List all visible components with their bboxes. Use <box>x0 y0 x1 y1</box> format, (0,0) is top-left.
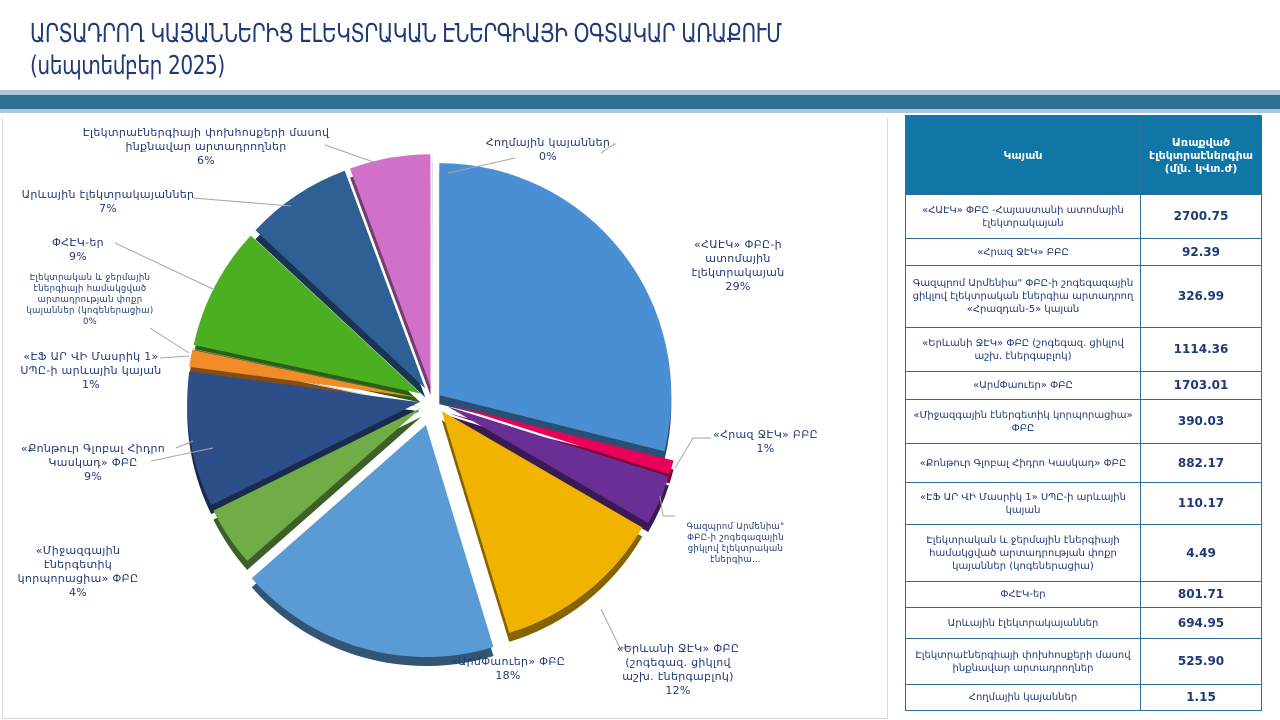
station-name: «ԱրմՓաուեր» ՓԲԸ <box>905 371 1141 400</box>
title-line-2: (սեպտեմբեր 2025) <box>30 51 225 81</box>
station-name: «Միջազգային էներգետիկ կորպորացիա» ՓԲԸ <box>905 399 1141 444</box>
energy-value: 1.15 <box>1140 684 1262 711</box>
station-name: Գազպրոմ Արմենիա" ՓԲԸ-ի շոգեգազային ցիկլո… <box>905 265 1141 328</box>
station-name: «Հրազ ՋԷԿ» ԲԲԸ <box>905 238 1141 266</box>
station-name: Արևային էլեկտրակայաններ <box>905 607 1141 639</box>
label-armpower: «ԱրմՓաուեր» ՓԲԸ 18% <box>450 655 566 682</box>
station-name: «Երևանի ՋԷԿ» ՓԲԸ (շոգեգազ. ցիկլով աշխ. է… <box>905 327 1141 372</box>
table-row: Արևային էլեկտրակայաններ 694.95 <box>905 607 1262 639</box>
table-header-row: Կայան Առաքված էլեկտրաէներգիա (մլն. կՎտ.ժ… <box>905 115 1262 195</box>
station-name: ՓՀԷԿ-եր <box>905 581 1141 608</box>
pie-slice <box>192 348 420 398</box>
pie-svg <box>114 143 711 667</box>
pie-slice-depth <box>447 415 669 533</box>
label-cogeneration: Էլեկտրական և ջերմային էներգիայի համակցվա… <box>26 273 154 327</box>
energy-value: 390.03 <box>1140 399 1262 444</box>
label-gazprom: Գազպրոմ Արմենիա" ՓԲԸ-ի շոգեգազային ցիկլո… <box>686 522 785 565</box>
energy-value: 525.90 <box>1140 638 1262 685</box>
table-row: «Երևանի ՋԷԿ» ՓԲԸ (շոգեգազ. ցիկլով աշխ. է… <box>905 327 1262 372</box>
table-row: «Քոնթուր Գլոբալ Հիդրո Կասկադ» ՓԲԸ 882.17 <box>905 443 1262 483</box>
pie-slice <box>187 371 420 506</box>
data-table: Կայան Առաքված էլեկտրաէներգիա (մլն. կՎտ.ժ… <box>905 115 1262 711</box>
label-autonomous: Էլեկտրաէներգիայի փոխհոսքերի մասով ինքնավ… <box>82 126 330 167</box>
label-phek: ՓՀԷԿ-եր 9% <box>52 236 104 263</box>
pie-slice <box>439 163 672 452</box>
pie-chart: Էլեկտրաէներգիայի փոխհոսքերի մասով ինքնավ… <box>2 118 888 719</box>
pie-slice <box>213 407 422 562</box>
energy-value: 801.71 <box>1140 581 1262 608</box>
table-row: «Հրազ ՋԷԿ» ԲԲԸ 92.39 <box>905 238 1262 266</box>
energy-value: 2700.75 <box>1140 194 1262 239</box>
pie-slice <box>251 425 494 658</box>
leader-lines <box>114 143 711 649</box>
label-wind: Հողմային կայաններ 0% <box>485 136 611 163</box>
table-row: Էլեկտրական և ջերմային էներգիայի համակցվա… <box>905 524 1262 582</box>
pie-slice <box>255 170 426 389</box>
header-energy: Առաքված էլեկտրաէներգիա (մլն. կՎտ.ժ) <box>1140 115 1262 195</box>
table-row: «ՀԱԷԿ» ՓԲԸ -Հայաստանի ատոմային էլեկտրակա… <box>905 194 1262 239</box>
energy-value: 110.17 <box>1140 482 1262 525</box>
energy-value: 694.95 <box>1140 607 1262 639</box>
pie-slice <box>441 410 643 633</box>
station-name: Էլեկտրական և ջերմային էներգիայի համակցվա… <box>905 524 1141 582</box>
energy-value: 1114.36 <box>1140 327 1262 372</box>
label-masrik: «ԷՖ ԱՐ ՎԻ Մասրիկ 1» ՍՊԸ-ի արևային կայան 1… <box>20 350 162 391</box>
table-row: «ԷՖ ԱՐ ՎԻ Մասրիկ 1» ՍՊԸ-ի արևային կայան 1… <box>905 482 1262 525</box>
label-international: «Միջազգային էներգետիկ կորպորացիա» ՓԲԸ 4% <box>17 544 139 599</box>
energy-value: 4.49 <box>1140 524 1262 582</box>
station-name: Էլեկտրաէներգիայի փոխհոսքերի մասով ինքնավ… <box>905 638 1141 685</box>
table-row: ՓՀԷԿ-եր 801.71 <box>905 581 1262 608</box>
energy-value: 1703.01 <box>1140 371 1262 400</box>
station-name: «ԷՖ ԱՐ ՎԻ Մասրիկ 1» ՍՊԸ-ի արևային կայան <box>905 482 1141 525</box>
station-name: Հողմային կայաններ <box>905 684 1141 711</box>
label-yerevan: «Երևանի ՋԷԿ» ՓԲԸ (շոգեգազ. ցիկլով աշխ. է… <box>616 642 740 697</box>
label-haek: «ՀԱԷԿ» ՓԲԸ-ի ատոմային էլեկտրակայան 29% <box>691 238 785 293</box>
pie-slice <box>193 235 421 394</box>
label-contour: «Քոնթուր Գլոբալ Հիդրո Կասկադ» ՓԲԸ 9% <box>20 442 166 483</box>
energy-value: 92.39 <box>1140 238 1262 266</box>
station-name: «Քոնթուր Գլոբալ Հիդրո Կասկադ» ՓԲԸ <box>905 443 1141 483</box>
pie-slice <box>350 154 431 387</box>
station-name: «ՀԱԷԿ» ՓԲԸ -Հայաստանի ատոմային էլեկտրակա… <box>905 194 1141 239</box>
table-row: «Միջազգային էներգետիկ կորպորացիա» ՓԲԸ 390… <box>905 399 1262 444</box>
page-title: ԱՐՏԱԴՐՈՂ ԿԱՅԱՆՆԵՐԻՑ ԷԼԵԿՏՐԱԿԱՆ ԷՆԵՐԳԻԱՅԻ… <box>30 18 782 82</box>
table-row: Հողմային կայաններ 1.15 <box>905 684 1262 711</box>
title-line-1: ԱՐՏԱԴՐՈՂ ԿԱՅԱՆՆԵՐԻՑ ԷԼԵԿՏՐԱԿԱՆ ԷՆԵՐԳԻԱՅԻ… <box>30 19 782 49</box>
pie-slice <box>448 404 674 475</box>
pie-slice <box>447 406 669 524</box>
table-row: Գազպրոմ Արմենիա" ՓԲԸ-ի շոգեգազային ցիկլո… <box>905 265 1262 328</box>
label-solar: Արևային էլեկտրակայաններ 7% <box>21 188 195 215</box>
table-row: Էլեկտրաէներգիայի փոխհոսքերի մասով ինքնավ… <box>905 638 1262 685</box>
energy-value: 326.99 <box>1140 265 1262 328</box>
energy-value: 882.17 <box>1140 443 1262 483</box>
table-row: «ԱրմՓաուեր» ՓԲԸ 1703.01 <box>905 371 1262 400</box>
label-hraz: «Հրազ ՋԷԿ» ԲԲԸ 1% <box>713 428 818 455</box>
pie-slice <box>189 349 420 398</box>
header-station: Կայան <box>905 115 1141 195</box>
header-band <box>0 95 1280 109</box>
